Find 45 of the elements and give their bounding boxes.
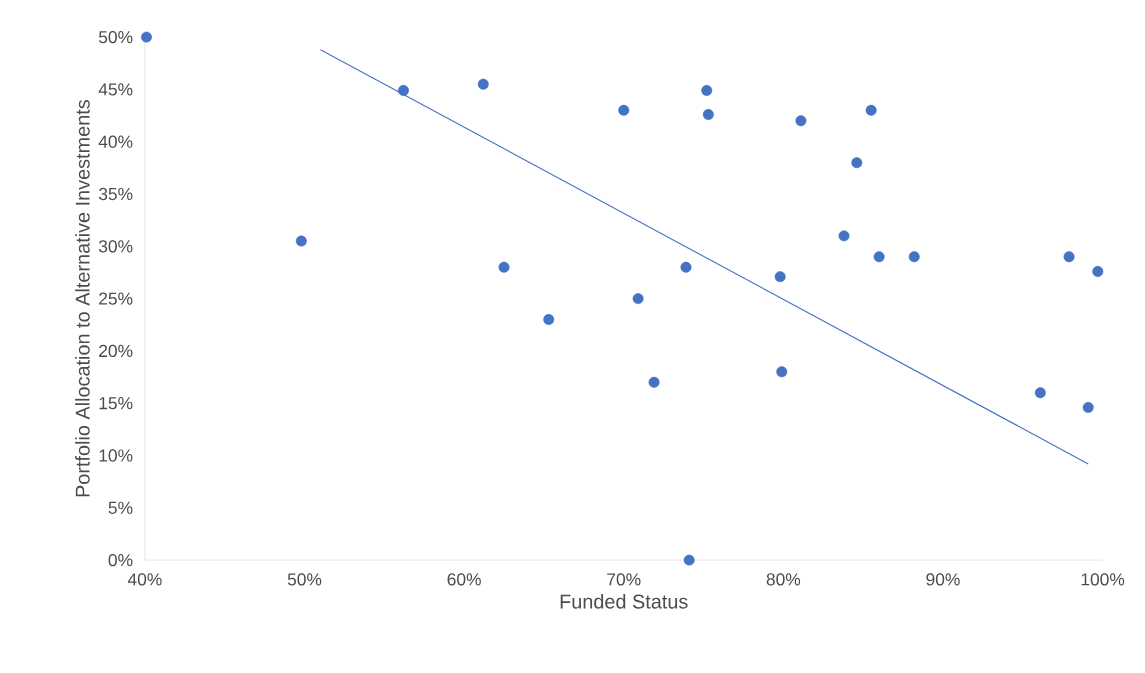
x-tick-label: 60% <box>447 573 481 586</box>
y-tick-label: 45% <box>98 83 133 96</box>
x-axis-title: Funded Status <box>560 593 688 609</box>
point <box>1082 401 1094 413</box>
point <box>701 84 713 96</box>
x-tick-label: 100% <box>1081 573 1125 586</box>
point <box>865 104 877 116</box>
y-tick-label: 40% <box>98 135 133 148</box>
x-tick-label: 50% <box>287 573 322 586</box>
point <box>851 157 863 168</box>
y-tick-label: 25% <box>99 292 133 305</box>
y-tick-label: 35% <box>98 187 133 201</box>
point <box>1092 265 1104 277</box>
point <box>776 366 788 378</box>
point <box>141 31 152 43</box>
y-tick-label: 20% <box>99 344 133 357</box>
point <box>702 108 714 120</box>
y-tick-label: 5% <box>108 501 133 514</box>
point <box>295 235 307 247</box>
point <box>774 271 786 283</box>
y-tick-label: 0% <box>108 553 133 567</box>
y-tick-label: 30% <box>98 240 133 253</box>
point <box>908 251 920 263</box>
point <box>680 261 692 273</box>
x-tick-label: 80% <box>766 573 801 586</box>
point <box>543 313 555 325</box>
point <box>648 376 660 388</box>
x-tick-label: 90% <box>926 573 960 586</box>
point <box>795 115 807 127</box>
point <box>1063 251 1075 263</box>
y-tick-label: 50% <box>98 30 133 44</box>
point <box>498 261 510 273</box>
y-tick-label: 15% <box>99 396 133 410</box>
x-tick-label: 70% <box>607 573 641 586</box>
point <box>618 104 630 116</box>
point <box>477 78 489 90</box>
point <box>683 554 695 566</box>
point <box>398 84 409 96</box>
x-tick-label: 40% <box>127 573 162 586</box>
y-axis-title: Portfolio Allocation to Alternative Investments <box>75 99 90 497</box>
point <box>873 251 885 263</box>
point <box>632 293 644 304</box>
point <box>838 230 850 242</box>
point <box>1034 387 1046 399</box>
y-tick-label: 10% <box>99 449 133 462</box>
